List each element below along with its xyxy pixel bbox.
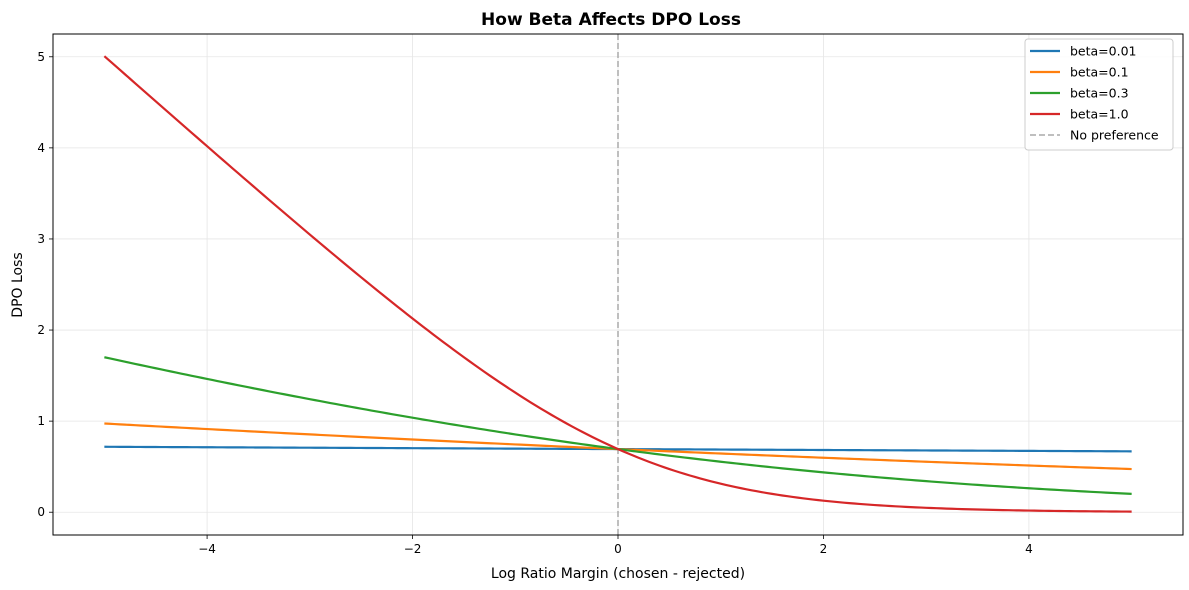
x-tick-label: 4 [1025,542,1033,556]
y-tick-label: 4 [37,141,45,155]
chart-title: How Beta Affects DPO Loss [481,10,741,30]
legend-label: beta=0.3 [1070,86,1129,101]
x-tick-label: −4 [198,542,216,556]
x-tick-label: −2 [404,542,422,556]
y-tick-label: 5 [37,50,45,64]
x-axis-label: Log Ratio Margin (chosen - rejected) [491,566,745,582]
legend: beta=0.01 beta=0.1 beta=0.3 beta=1.0 No pref… [1024,38,1174,151]
legend-label: beta=0.01 [1070,44,1137,59]
axis-ticks: −4 −2 0 2 4 0 1 2 3 4 5 [37,50,1032,556]
legend-label: beta=1.0 [1070,107,1129,122]
x-tick-label: 2 [820,542,828,556]
series-line-beta=1.0 [103,55,1132,513]
x-tick-label: 0 [614,542,622,556]
y-tick-label: 0 [37,505,45,519]
y-tick-label: 3 [37,232,45,246]
legend-box [1024,38,1174,151]
y-tick-label: 1 [37,414,45,428]
y-axis-label: DPO Loss [10,252,26,317]
legend-label: beta=0.1 [1070,65,1129,80]
y-tick-label: 2 [37,323,45,337]
legend-label: No preference [1070,128,1159,143]
series-lines [103,34,1132,535]
